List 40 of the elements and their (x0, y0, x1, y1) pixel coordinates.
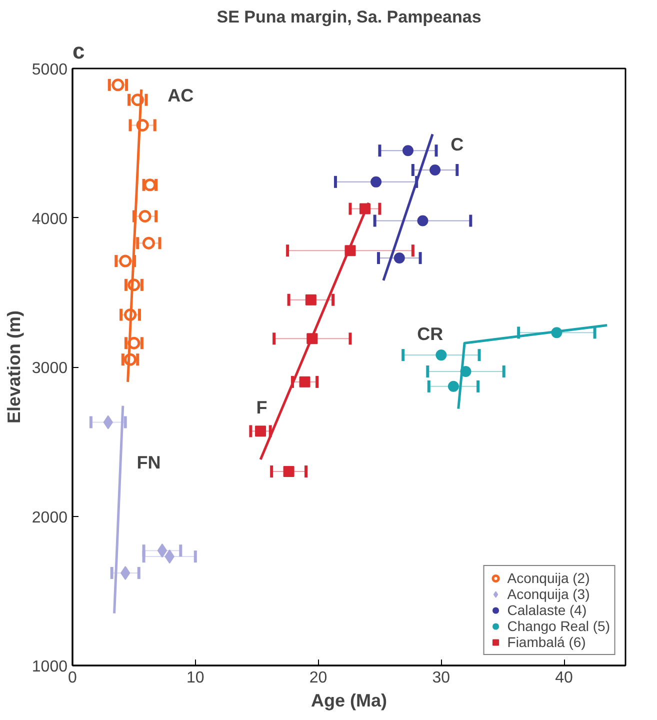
point (305, 294, 316, 306)
y-tick-label: 4000 (32, 210, 68, 228)
annotation: C (450, 134, 464, 155)
point (394, 252, 405, 264)
x-tick-label: 40 (555, 670, 574, 686)
y-tick-label: 5000 (32, 62, 68, 78)
legend-label: Aconquija (3) (507, 586, 590, 602)
y-axis-title: Elevation (m) (4, 310, 24, 424)
legend-label: Chango Real (5) (507, 618, 610, 634)
point (402, 145, 414, 156)
y-tick-label: 2000 (32, 509, 68, 526)
x-tick-label: 30 (432, 670, 450, 686)
point (255, 426, 266, 437)
point (370, 176, 382, 188)
chart-title: SE Puna margin, Sa. Pampeanas (216, 8, 482, 26)
y-tick-label: 3000 (32, 360, 68, 377)
y-tick-label: 1000 (32, 658, 68, 676)
text: c (72, 38, 85, 64)
point (283, 466, 294, 477)
legend-label: Calalaste (4) (507, 602, 587, 618)
annotation: CR (417, 324, 444, 344)
legend-label: Aconquija (2) (507, 570, 590, 586)
x-tick-label: 10 (186, 670, 204, 686)
point (157, 544, 168, 558)
legend-label: Fiambalá (6) (507, 634, 586, 650)
point (299, 376, 310, 388)
annotation: F (256, 397, 268, 418)
point (448, 380, 459, 392)
point (138, 210, 152, 222)
x-axis-title: Age (Ma) (311, 690, 388, 710)
annotation: FN (136, 452, 161, 473)
x-tick-label: 0 (68, 670, 78, 686)
annotation: AC (168, 85, 194, 106)
x-tick-label: 20 (309, 670, 328, 686)
point (119, 254, 132, 268)
point (417, 215, 428, 226)
point (436, 350, 447, 361)
point (112, 78, 124, 92)
point (430, 164, 441, 176)
point (142, 236, 155, 250)
